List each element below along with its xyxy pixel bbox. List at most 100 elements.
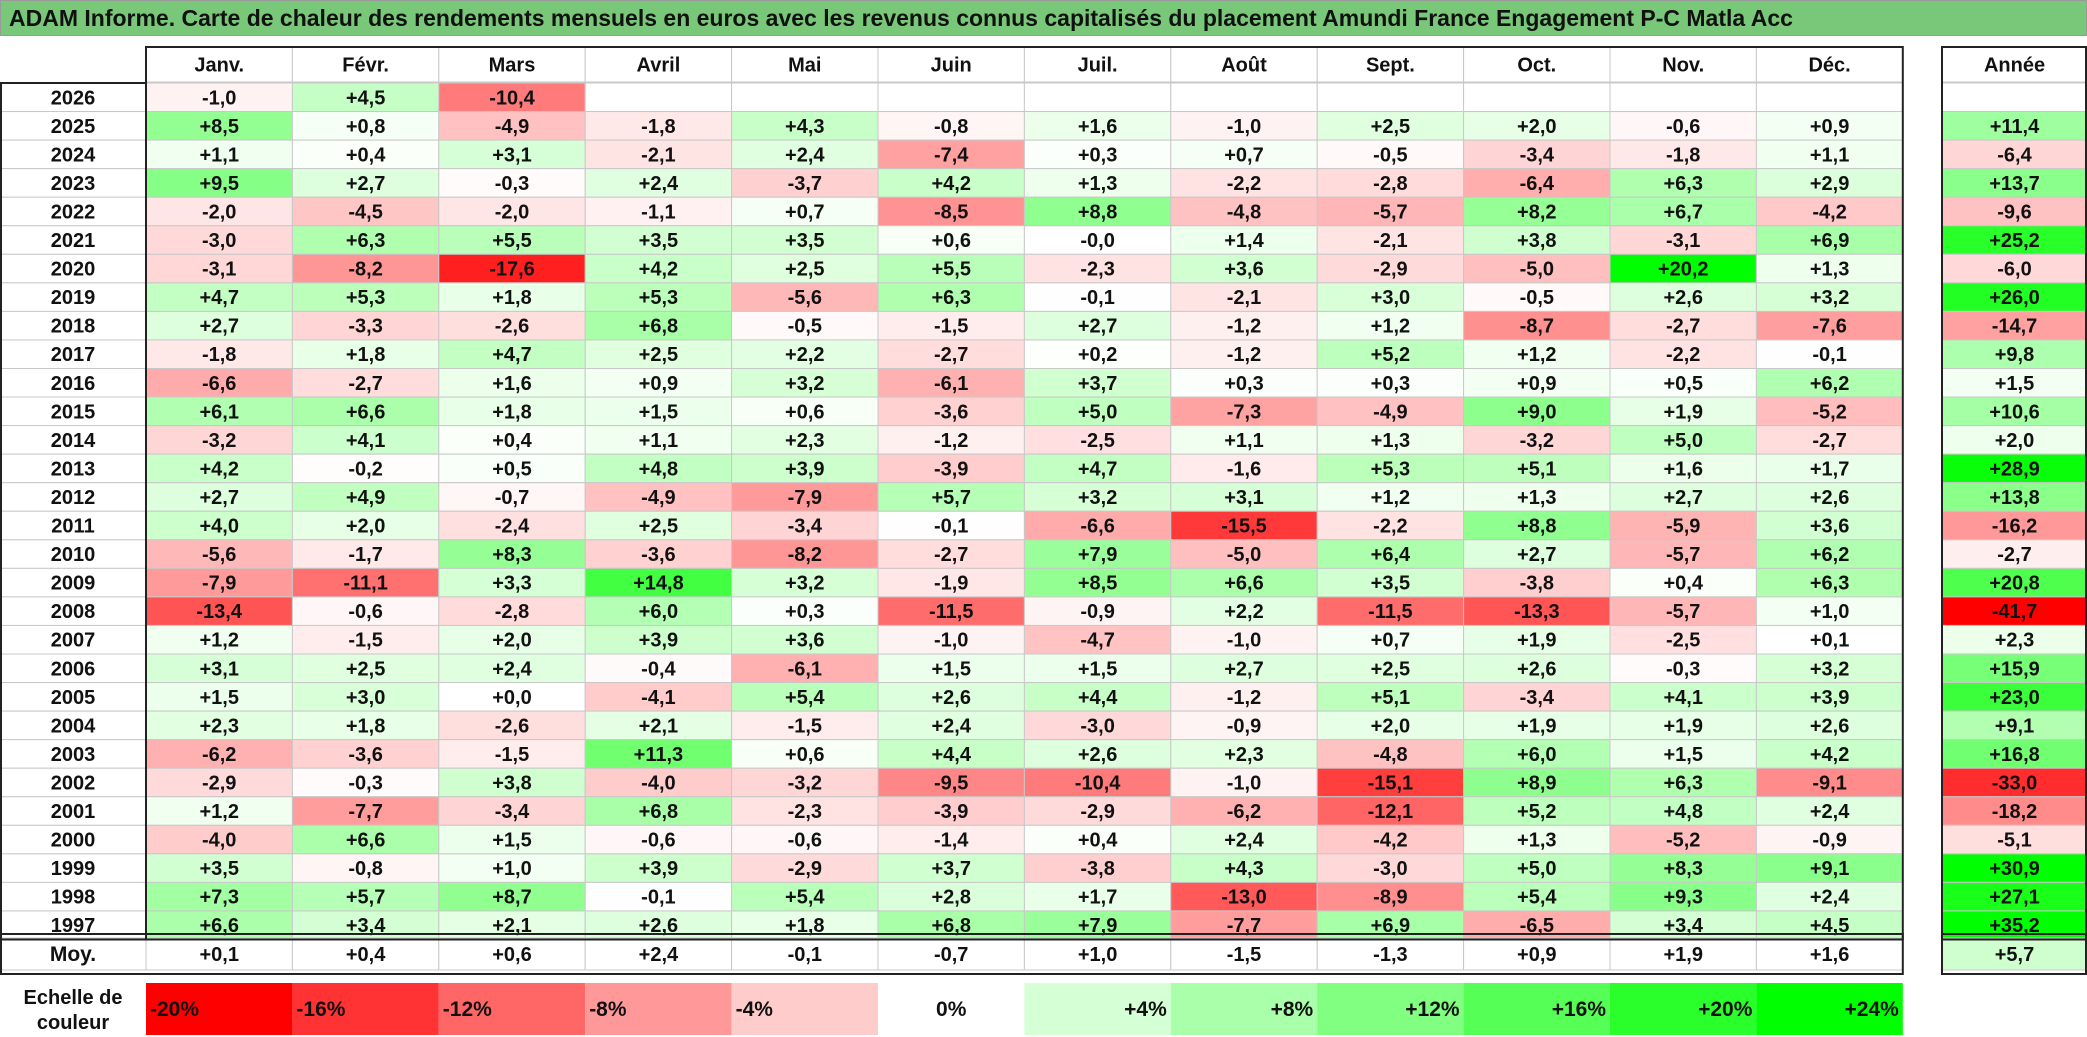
heat-cell-value: -4,9	[1373, 401, 1407, 423]
scale-swatch	[1170, 983, 1318, 1035]
heat-cell-value-cell	[1609, 82, 1757, 113]
heat-cell-value-cell	[731, 482, 879, 512]
heat-cell-value: +0,4	[1078, 830, 1118, 852]
row-year-label: 2000	[51, 830, 96, 852]
heat-cell-value-cell	[291, 111, 440, 141]
heat-cell-value-cell	[1609, 796, 1757, 826]
heat-cell-value-cell	[1023, 139, 1172, 170]
heat-cell-value: -0,6	[641, 830, 675, 852]
heat-cell-value: +3,1	[492, 144, 531, 166]
heat-cell-value-cell	[1023, 425, 1172, 455]
heat-cell-value-cell	[877, 168, 1025, 198]
heat-cell-value: -0,9	[1812, 830, 1846, 852]
row-year-label-cell	[0, 482, 147, 512]
heat-cell-value-cell	[1755, 82, 1904, 113]
heat-cell-value: +4,4	[1078, 687, 1118, 709]
row-year-label: 2013	[51, 458, 96, 480]
row-year-label: 2004	[51, 715, 96, 737]
heat-cell-value-cell	[1755, 310, 1904, 341]
heat-cell-value: +3,2	[1810, 658, 1849, 680]
heat-cell-value: +5,2	[1371, 344, 1410, 366]
row-year-label: 2014	[51, 430, 96, 452]
heat-cell-value: -3,7	[788, 173, 822, 195]
month-header-5: Mai	[788, 55, 821, 77]
heat-cell-value-cell	[1023, 710, 1172, 741]
heat-cell-value: +2,7	[346, 173, 385, 195]
heat-cell-value: +2,7	[1663, 487, 1702, 509]
heat-cell-value-cell	[1316, 253, 1465, 284]
heat-cell-value-cell	[877, 739, 1025, 769]
heat-cell-value: +2,8	[931, 887, 970, 909]
heat-cell-value-cell	[731, 196, 879, 227]
heat-cell-value: +1,8	[785, 915, 824, 937]
heat-cell-value-cell	[731, 368, 879, 398]
heat-cell-value: -1,7	[348, 544, 382, 566]
heat-cell-value-cell	[1755, 396, 1904, 427]
heat-cell-value: +6,9	[1371, 915, 1410, 937]
heat-cell-value: -1,1	[641, 201, 675, 223]
chart-title: ADAM Informe. Carte de chaleur des rende…	[9, 4, 1793, 31]
heat-cell-value-cell	[438, 453, 586, 484]
heat-cell-value: +8,5	[199, 116, 238, 138]
heat-cell-value: +6,4	[1371, 544, 1411, 566]
heat-cell-value: -6,6	[202, 373, 236, 395]
heat-cell-value: +6,6	[1224, 573, 1263, 595]
heat-cell-value-cell	[1023, 111, 1172, 141]
year-total-value: +27,1	[1989, 887, 2040, 909]
heat-cell-value-cell	[438, 396, 586, 427]
heat-cell-value: +4,5	[346, 87, 385, 109]
row-year-label-cell	[0, 453, 147, 484]
year-total-value: +26,0	[1989, 287, 2040, 309]
heat-cell-value-cell	[584, 653, 733, 684]
heat-cell-value-cell	[145, 168, 293, 198]
average-value: +1,0	[1078, 944, 1117, 966]
heat-cell-value: +2,0	[346, 516, 385, 538]
heat-cell-value: +0,3	[1078, 144, 1117, 166]
heat-cell-value: +5,3	[346, 287, 385, 309]
heat-cell-value: +2,3	[199, 715, 238, 737]
heat-cell-value: -3,1	[202, 259, 236, 281]
heat-cell-value: -3,8	[1520, 573, 1554, 595]
heat-cell-value-cell	[1463, 539, 1611, 569]
heat-cell-value: +1,9	[1517, 630, 1556, 652]
average-row-label: Moy.	[50, 943, 96, 966]
heat-cell-value-cell	[438, 767, 586, 798]
heat-cell-value-cell	[1316, 881, 1465, 912]
heat-cell-value-cell	[438, 881, 586, 912]
year-total-value: -33,0	[1992, 772, 2038, 794]
heat-cell-value-cell	[1170, 567, 1318, 598]
year-total-value: +10,6	[1989, 401, 2040, 423]
heat-cell-value-cell	[1316, 824, 1465, 855]
average-value-cell	[1463, 937, 1611, 971]
heat-cell-value: +3,4	[1663, 915, 1703, 937]
heat-cell-value-cell	[877, 824, 1025, 855]
scale-swatch	[292, 983, 439, 1035]
heat-cell-value: +1,9	[1663, 715, 1702, 737]
scale-swatch	[1756, 983, 1903, 1035]
heat-cell-value: -2,7	[1812, 430, 1846, 452]
average-value: +0,4	[346, 944, 386, 966]
heat-cell-value-cell	[291, 196, 440, 227]
heat-cell-value-cell	[291, 139, 440, 170]
heat-cell-value: -6,1	[788, 658, 822, 680]
heat-cell-value: +4,0	[199, 516, 238, 538]
heat-cell-value: -2,7	[1666, 316, 1700, 338]
scale-swatch	[1317, 983, 1464, 1035]
heat-cell-value-cell	[1609, 767, 1757, 798]
heat-cell-value: +0,6	[785, 401, 824, 423]
heat-cell-value: -1,2	[1227, 316, 1261, 338]
heat-cell-value-cell	[145, 881, 293, 912]
heat-cell-value: +1,0	[1810, 601, 1849, 623]
heat-cell-value: -0,1	[1812, 344, 1846, 366]
heat-cell-value-cell	[1755, 482, 1904, 512]
scale-step-label: -4%	[736, 998, 774, 1021]
heat-cell-value-cell	[291, 425, 440, 455]
heat-cell-value-cell	[877, 510, 1025, 541]
heat-cell-value-cell	[1755, 824, 1904, 855]
heat-cell-value-cell	[1463, 82, 1611, 113]
average-value: -0,7	[934, 944, 968, 966]
heat-cell-value: -0,3	[1666, 658, 1700, 680]
heat-cell-value: +3,7	[931, 858, 970, 880]
row-year-label-cell	[0, 853, 147, 883]
heat-cell-value-cell	[1316, 853, 1465, 883]
